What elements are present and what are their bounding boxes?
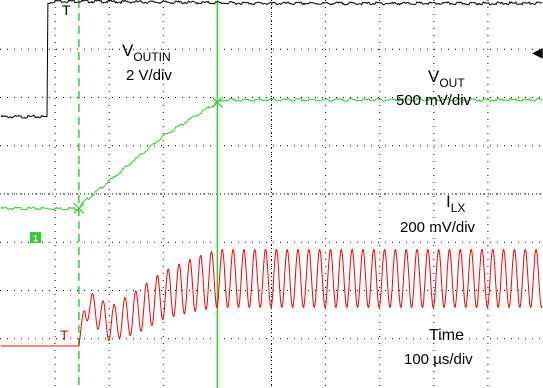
time-scale: 100 µs/div (404, 351, 473, 368)
vout-channel-marker-text: 1 (33, 234, 38, 244)
time-label: Time (429, 327, 464, 344)
ilx-scale: 200 mV/div (400, 219, 476, 236)
cursor-lines (78, 0, 219, 388)
waveform-traces (0, 0, 543, 347)
voutin-trace (0, 0, 543, 119)
ilx-trace (1, 248, 543, 347)
voutin-channel-marker: T (62, 2, 71, 18)
voutin-label: VOUTIN (122, 41, 171, 64)
ilx-channel-marker: T (60, 327, 69, 343)
vout-trace (0, 97, 543, 211)
trigger-cursor-marker (73, 203, 85, 214)
vout-channel-marker (30, 232, 41, 243)
vout-scale: 500 mV/div (396, 92, 472, 109)
vout-label: VOUT (428, 67, 465, 90)
measure-cursor-marker (211, 96, 223, 108)
trigger-arrow-icon: ◀ (532, 44, 543, 60)
ilx-label: ILX (446, 192, 465, 215)
voutin-scale: 2 V/div (126, 67, 172, 84)
